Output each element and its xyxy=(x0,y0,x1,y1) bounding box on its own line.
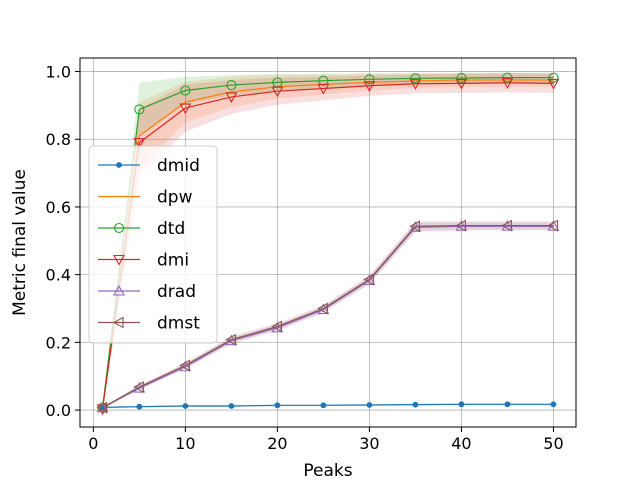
data-point-dmid xyxy=(320,402,327,409)
legend-marker-dmst xyxy=(112,316,124,329)
legend: dmid dpw dtd dmi drad dmst xyxy=(88,145,218,344)
y-tick-label: 0.0 xyxy=(46,401,71,420)
data-point-drad xyxy=(317,303,330,315)
axis-ticks: 0 10 20 30 40 50 0.0 0.2 0.4 0.6 0.8 1.0 xyxy=(46,63,564,453)
data-point-dmid xyxy=(412,401,419,408)
data-point-dmst xyxy=(409,220,420,233)
data-point-dmi xyxy=(317,83,330,95)
x-tick-label: 30 xyxy=(359,434,379,453)
legend-label-dtd: dtd xyxy=(157,219,185,239)
data-point-dmid xyxy=(228,403,235,409)
data-point-dmst xyxy=(547,219,559,232)
data-point-dmi xyxy=(363,81,376,92)
data-point-dtd xyxy=(410,73,421,84)
legend-marker-dmid xyxy=(116,162,122,168)
legend-label-dmst: dmst xyxy=(157,314,200,334)
series-band-dpw xyxy=(102,73,554,410)
series-markers xyxy=(96,72,560,416)
data-point-dmst xyxy=(225,333,236,346)
y-tick-label: 0.6 xyxy=(46,198,71,217)
x-tick-label: 20 xyxy=(267,434,287,453)
data-point-dmid xyxy=(182,403,189,409)
series-line-drad xyxy=(102,225,554,409)
series-band-dmi xyxy=(102,73,554,411)
data-point-dtd xyxy=(318,75,329,86)
data-point-dmst xyxy=(133,381,144,393)
data-point-dmst xyxy=(317,302,328,315)
data-point-dmi xyxy=(179,103,192,115)
data-point-dmst xyxy=(455,219,466,232)
legend-marker-drad xyxy=(113,284,125,296)
legend-label-dmi: dmi xyxy=(157,251,189,271)
x-tick-label: 0 xyxy=(88,434,98,453)
y-axis-title: Metric final value xyxy=(10,169,30,316)
series-line-dtd xyxy=(101,77,554,408)
data-point-dmi xyxy=(225,92,238,104)
data-point-dmi xyxy=(455,78,468,90)
data-point-drad xyxy=(547,220,560,231)
data-point-dmid xyxy=(504,401,511,408)
legend-label-dmid: dmid xyxy=(157,156,200,176)
data-point-dmst xyxy=(179,359,190,372)
data-point-dmst xyxy=(363,273,374,286)
series-line-dmi xyxy=(101,82,554,410)
x-tick-label: 10 xyxy=(175,434,195,453)
legend-marker-dtd xyxy=(113,222,125,234)
data-point-dtd xyxy=(364,74,375,85)
data-point-dmi xyxy=(501,78,514,89)
data-point-dtd xyxy=(456,72,467,84)
x-tick-label: 40 xyxy=(451,434,471,453)
data-point-dmid xyxy=(550,401,557,408)
data-point-dmst xyxy=(501,219,512,232)
plot-frame xyxy=(79,57,577,428)
y-tick-label: 0.2 xyxy=(46,333,71,352)
legend-box xyxy=(88,145,218,344)
data-point-dmid xyxy=(274,402,281,409)
data-point-dtd xyxy=(180,85,191,96)
data-point-dmi xyxy=(133,138,146,149)
data-point-dtd xyxy=(226,80,237,91)
data-point-dmid xyxy=(366,402,373,408)
data-point-dtd xyxy=(502,72,513,83)
y-tick-label: 0.4 xyxy=(46,266,71,285)
legend-marker-dmi xyxy=(113,254,125,266)
data-point-dmid xyxy=(136,403,143,410)
data-point-drad xyxy=(409,221,422,232)
legend-label-drad: drad xyxy=(157,282,196,302)
data-point-dmid xyxy=(458,401,465,408)
data-point-drad xyxy=(501,220,514,231)
x-tick-label: 50 xyxy=(543,434,563,453)
data-point-dtd xyxy=(134,104,145,115)
data-point-drad xyxy=(363,274,376,285)
data-point-dmi xyxy=(271,86,284,98)
data-point-drad xyxy=(455,220,468,231)
data-point-dmi xyxy=(547,78,560,90)
data-point-dtd xyxy=(548,72,559,83)
data-point-dmst xyxy=(96,401,108,414)
data-point-dmi xyxy=(409,79,422,90)
data-point-drad xyxy=(96,401,109,413)
x-axis-title: Peaks xyxy=(303,461,352,480)
legend-label-dpw: dpw xyxy=(157,188,193,208)
y-tick-label: 1.0 xyxy=(46,63,71,82)
data-point-drad xyxy=(225,334,238,346)
y-tick-label: 0.8 xyxy=(46,130,71,149)
data-point-drad xyxy=(133,381,146,393)
data-point-dmst xyxy=(271,320,282,333)
series-line-dmst xyxy=(102,224,554,409)
